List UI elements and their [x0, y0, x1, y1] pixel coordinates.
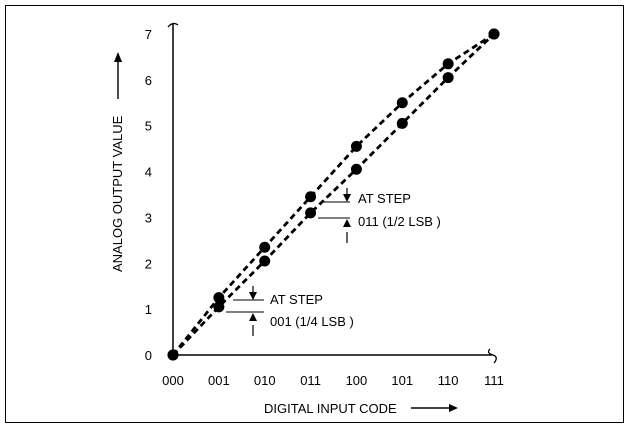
x-tick-labels: 000 001 010 011 100 101 110 111: [162, 373, 504, 388]
annotation-2-line2: 011 (1/2 LSB ): [358, 214, 441, 229]
series-1-point: [396, 97, 408, 109]
series-2-point: [167, 349, 179, 361]
series-2-point: [213, 301, 225, 313]
series-2-point: [350, 163, 362, 175]
x-axis-arrowhead: [449, 404, 458, 412]
y-axis-arrowhead: [114, 52, 122, 62]
annotation-step-011: AT STEP 011 (1/2 LSB ): [318, 188, 441, 243]
y-tick-label: 7: [145, 27, 152, 42]
annotation-1-line1: AT STEP: [270, 292, 323, 307]
x-tick-label: 100: [346, 373, 368, 388]
series-layer: [167, 28, 500, 361]
y-tick-label: 4: [145, 165, 152, 180]
series-1-point: [213, 292, 225, 304]
series-2-point: [259, 255, 271, 267]
y-axis-break: [167, 22, 179, 28]
y-tick-label: 5: [145, 119, 152, 134]
x-tick-label: 110: [438, 373, 459, 388]
annotation-2-line1: AT STEP: [358, 191, 411, 206]
y-tick-label: 1: [145, 302, 152, 317]
y-tick-label: 3: [145, 210, 152, 225]
x-tick-label: 101: [391, 373, 413, 388]
x-axis-label: DIGITAL INPUT CODE: [264, 401, 397, 416]
series-2-point: [305, 207, 317, 219]
x-tick-label: 000: [162, 373, 184, 388]
y-tick-label: 6: [145, 73, 152, 88]
series-1-point: [259, 241, 271, 253]
x-axis-break: [487, 348, 497, 364]
y-tick-label: 0: [145, 348, 152, 363]
series-1-point: [350, 140, 362, 152]
series-1-point: [305, 191, 317, 203]
series-1-line: [171, 32, 495, 356]
y-tick-label: 2: [145, 256, 152, 271]
annotation-1-line2: 001 (1/4 LSB ): [270, 314, 354, 329]
series-2-point: [396, 117, 408, 129]
series-2-point: [442, 72, 454, 84]
x-tick-label: 111: [484, 373, 504, 388]
y-axis-label: ANALOG OUTPUT VALUE: [110, 115, 125, 272]
annotation-step-001: AT STEP 001 (1/4 LSB ): [226, 286, 354, 336]
x-tick-label: 011: [300, 373, 321, 388]
x-tick-label: 010: [254, 373, 276, 388]
series-1-point: [442, 58, 454, 70]
x-tick-label: 001: [208, 373, 230, 388]
y-tick-labels: 0 1 2 3 4 5 6 7: [145, 27, 152, 363]
series-2-point: [488, 28, 500, 40]
